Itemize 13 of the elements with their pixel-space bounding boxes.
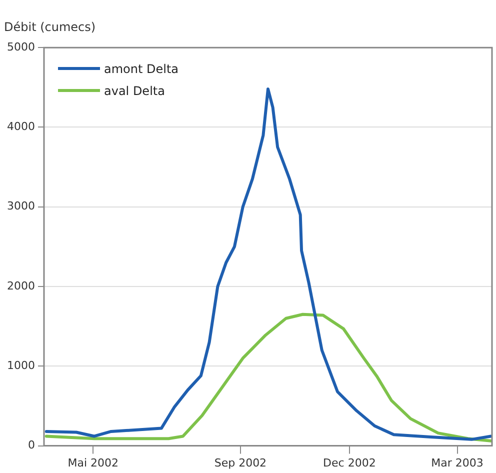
y-tick-label: 0	[28, 438, 35, 452]
y-tick-label: 1000	[6, 359, 35, 372]
y-axis-title: Débit (cumecs)	[4, 20, 96, 34]
y-tick-label: 2000	[6, 279, 35, 292]
y-tick-label: 3000	[6, 200, 35, 213]
legend-label: aval Delta	[104, 84, 165, 98]
x-tick-label: Sep 2002	[214, 456, 267, 470]
legend-label: amont Delta	[104, 62, 179, 76]
y-tick-label: 5000	[6, 40, 35, 54]
x-tick-label: Mai 2002	[68, 456, 118, 470]
y-tick-label: 4000	[6, 120, 35, 134]
x-tick-label: Mar 2003	[431, 456, 484, 470]
x-tick-label: Dec 2002	[323, 456, 376, 470]
